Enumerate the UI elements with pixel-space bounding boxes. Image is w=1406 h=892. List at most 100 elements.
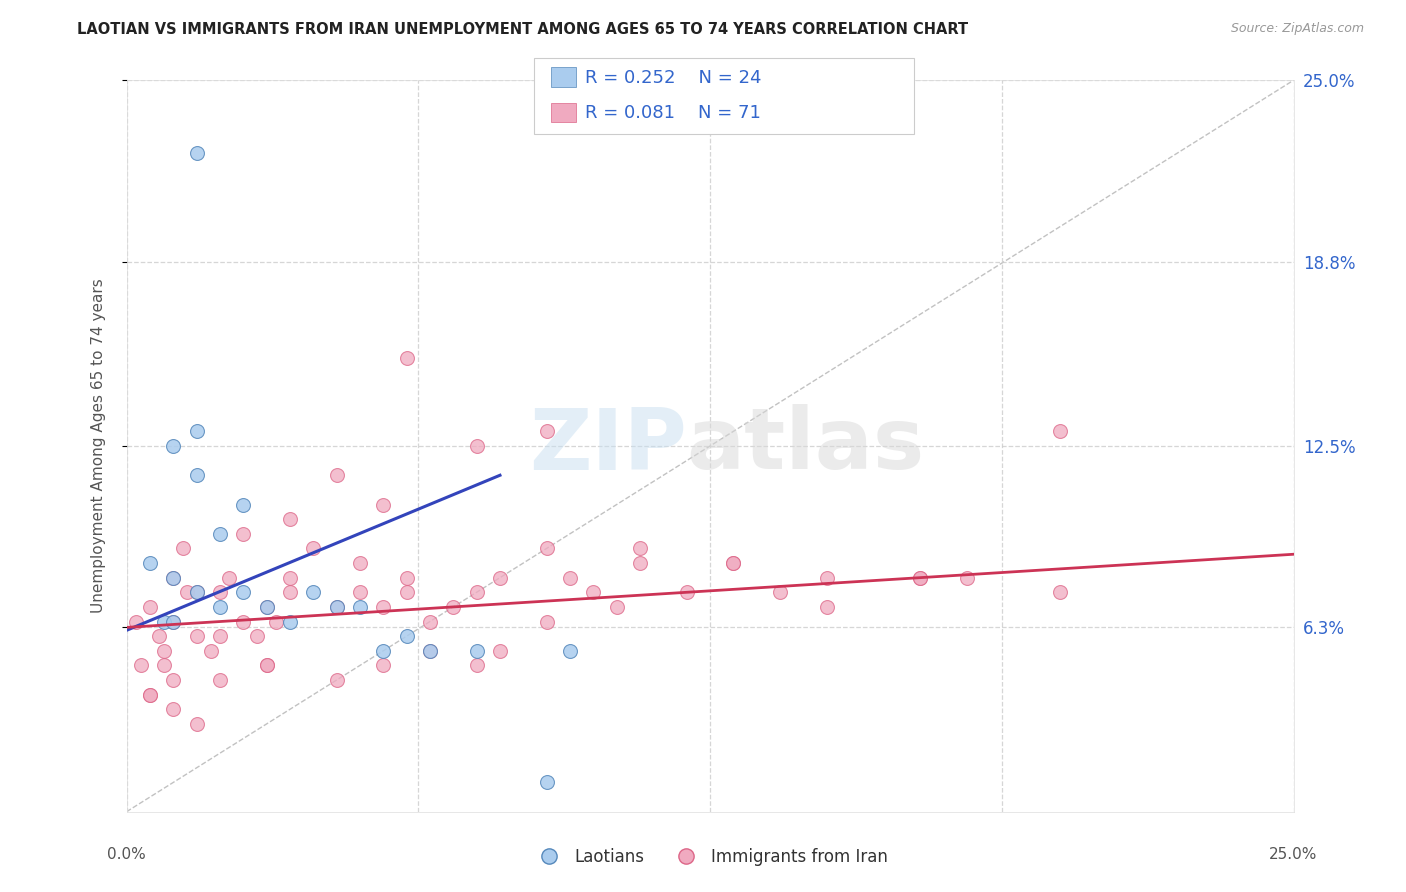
Point xyxy=(325,599,347,614)
Point xyxy=(1049,425,1071,439)
Point xyxy=(186,585,208,599)
Point xyxy=(200,644,222,658)
Text: ZIP: ZIP xyxy=(529,404,686,488)
Point xyxy=(218,571,240,585)
Point xyxy=(558,644,581,658)
Point xyxy=(582,585,605,599)
Point xyxy=(489,644,512,658)
Point xyxy=(441,599,464,614)
Point xyxy=(325,468,347,483)
Y-axis label: Unemployment Among Ages 65 to 74 years: Unemployment Among Ages 65 to 74 years xyxy=(91,278,105,614)
Point xyxy=(395,571,418,585)
Point xyxy=(395,629,418,643)
Point xyxy=(536,615,558,629)
Point xyxy=(186,717,208,731)
Point xyxy=(139,599,162,614)
Text: Source: ZipAtlas.com: Source: ZipAtlas.com xyxy=(1230,22,1364,36)
Point xyxy=(172,541,194,556)
Point xyxy=(956,571,979,585)
Point xyxy=(208,629,231,643)
Point xyxy=(1049,585,1071,599)
Point xyxy=(162,615,184,629)
Point xyxy=(278,585,301,599)
Point xyxy=(256,658,278,673)
Point xyxy=(125,615,148,629)
Point xyxy=(325,673,347,687)
Point xyxy=(186,468,208,483)
Point xyxy=(232,615,254,629)
Text: 25.0%: 25.0% xyxy=(1270,847,1317,862)
Point xyxy=(256,599,278,614)
Point xyxy=(908,571,931,585)
Point xyxy=(162,673,184,687)
Point xyxy=(148,629,170,643)
Text: LAOTIAN VS IMMIGRANTS FROM IRAN UNEMPLOYMENT AMONG AGES 65 TO 74 YEARS CORRELATI: LAOTIAN VS IMMIGRANTS FROM IRAN UNEMPLOY… xyxy=(77,22,969,37)
Point xyxy=(675,585,697,599)
Point xyxy=(129,658,152,673)
Point xyxy=(153,644,176,658)
Point xyxy=(162,615,184,629)
Point xyxy=(465,644,488,658)
Text: atlas: atlas xyxy=(686,404,925,488)
Point xyxy=(349,556,371,570)
Text: 0.0%: 0.0% xyxy=(107,847,146,862)
Legend: Laotians, Immigrants from Iran: Laotians, Immigrants from Iran xyxy=(526,841,894,873)
Point xyxy=(815,571,838,585)
Point xyxy=(628,556,651,570)
Point xyxy=(162,571,184,585)
Point xyxy=(232,498,254,512)
Text: R = 0.081    N = 71: R = 0.081 N = 71 xyxy=(585,104,761,122)
Point xyxy=(208,526,231,541)
Point xyxy=(419,615,441,629)
Point xyxy=(153,658,176,673)
Point xyxy=(723,556,745,570)
Point xyxy=(208,673,231,687)
Point xyxy=(908,571,931,585)
Text: R = 0.252    N = 24: R = 0.252 N = 24 xyxy=(585,69,762,87)
Point xyxy=(256,658,278,673)
Point xyxy=(769,585,792,599)
Point xyxy=(264,615,287,629)
Point xyxy=(278,615,301,629)
Point xyxy=(176,585,198,599)
Point xyxy=(489,571,512,585)
Point xyxy=(153,615,176,629)
Point xyxy=(232,526,254,541)
Point xyxy=(162,571,184,585)
Point xyxy=(723,556,745,570)
Point xyxy=(558,571,581,585)
Point xyxy=(465,585,488,599)
Point xyxy=(302,541,325,556)
Point xyxy=(606,599,628,614)
Point xyxy=(139,688,162,702)
Point xyxy=(162,439,184,453)
Point xyxy=(419,644,441,658)
Point xyxy=(373,498,395,512)
Point xyxy=(186,425,208,439)
Point xyxy=(373,644,395,658)
Point xyxy=(536,425,558,439)
Point xyxy=(186,146,208,161)
Point xyxy=(395,585,418,599)
Point xyxy=(373,599,395,614)
Point xyxy=(536,775,558,789)
Point xyxy=(536,541,558,556)
Point xyxy=(186,629,208,643)
Point xyxy=(349,585,371,599)
Point xyxy=(278,571,301,585)
Point xyxy=(628,541,651,556)
Point xyxy=(246,629,269,643)
Point xyxy=(373,658,395,673)
Point xyxy=(465,439,488,453)
Point xyxy=(208,585,231,599)
Point xyxy=(208,599,231,614)
Point xyxy=(256,599,278,614)
Point xyxy=(232,585,254,599)
Point xyxy=(465,658,488,673)
Point xyxy=(302,585,325,599)
Point xyxy=(162,702,184,716)
Point xyxy=(186,585,208,599)
Point xyxy=(349,599,371,614)
Point xyxy=(139,688,162,702)
Point xyxy=(395,351,418,366)
